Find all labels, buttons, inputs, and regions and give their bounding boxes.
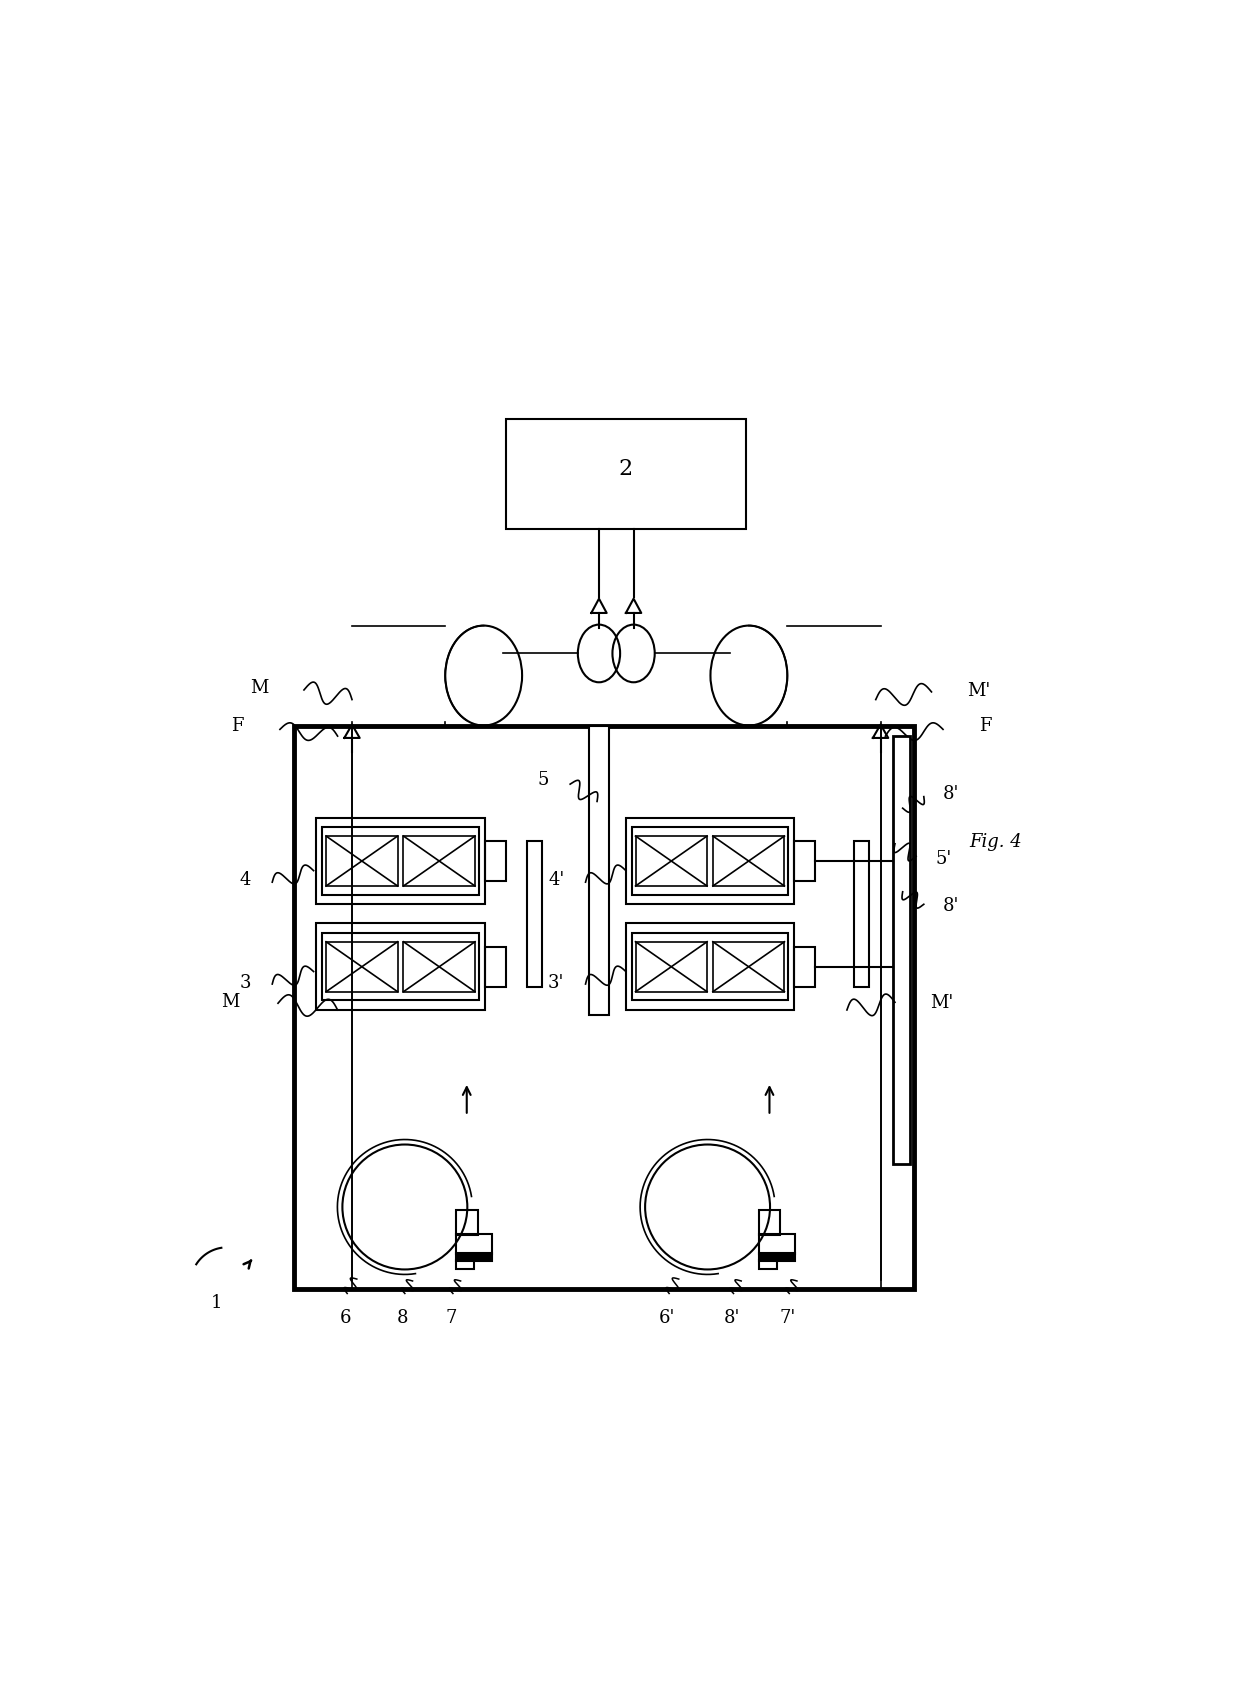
Bar	[456, 1211, 477, 1234]
Bar	[631, 827, 789, 895]
Text: 1: 1	[211, 1294, 222, 1313]
Bar	[713, 835, 785, 887]
Bar	[759, 1211, 780, 1234]
Bar	[506, 419, 746, 530]
Bar	[626, 924, 794, 1009]
Text: 3: 3	[239, 974, 250, 992]
Bar	[626, 818, 794, 904]
Bar	[635, 941, 707, 992]
Text: 5': 5'	[935, 851, 951, 868]
Bar	[485, 946, 506, 987]
Bar	[893, 737, 910, 1165]
Text: 6': 6'	[658, 1309, 676, 1326]
Text: 2: 2	[619, 459, 632, 481]
Bar	[759, 1260, 776, 1270]
Text: 5: 5	[538, 771, 549, 789]
Text: M': M'	[930, 994, 954, 1013]
Bar	[794, 841, 815, 881]
Text: Fig. 4: Fig. 4	[970, 832, 1022, 851]
Text: 4: 4	[239, 871, 250, 890]
Text: 8': 8'	[942, 784, 960, 803]
Text: 8': 8'	[723, 1309, 740, 1326]
Bar	[485, 841, 506, 881]
Bar	[403, 941, 475, 992]
Bar	[794, 946, 815, 987]
Bar	[853, 841, 869, 987]
Bar	[527, 841, 542, 987]
Text: 6: 6	[340, 1309, 351, 1326]
Text: M: M	[250, 679, 268, 697]
Bar	[759, 1253, 795, 1260]
Text: 8: 8	[397, 1309, 409, 1326]
Text: 7': 7'	[779, 1309, 796, 1326]
Text: M': M'	[967, 682, 991, 701]
Bar	[713, 941, 785, 992]
Bar	[326, 835, 398, 887]
Text: F: F	[978, 718, 991, 735]
Bar	[316, 818, 485, 904]
Text: 3': 3'	[548, 974, 564, 992]
Text: M: M	[221, 994, 239, 1011]
Bar	[456, 1260, 474, 1270]
Bar	[759, 1234, 795, 1253]
Bar	[635, 835, 707, 887]
Bar	[326, 941, 398, 992]
Bar	[322, 827, 479, 895]
Text: 4': 4'	[548, 871, 564, 890]
Text: F: F	[231, 718, 243, 735]
Bar	[456, 1253, 492, 1260]
Bar	[322, 933, 479, 1001]
Bar	[631, 933, 789, 1001]
Bar	[456, 1234, 492, 1253]
Bar	[403, 835, 475, 887]
Text: 7: 7	[445, 1309, 456, 1326]
Bar	[589, 726, 609, 1014]
Bar	[316, 924, 485, 1009]
Bar	[294, 726, 914, 1289]
Text: 8': 8'	[942, 897, 960, 916]
